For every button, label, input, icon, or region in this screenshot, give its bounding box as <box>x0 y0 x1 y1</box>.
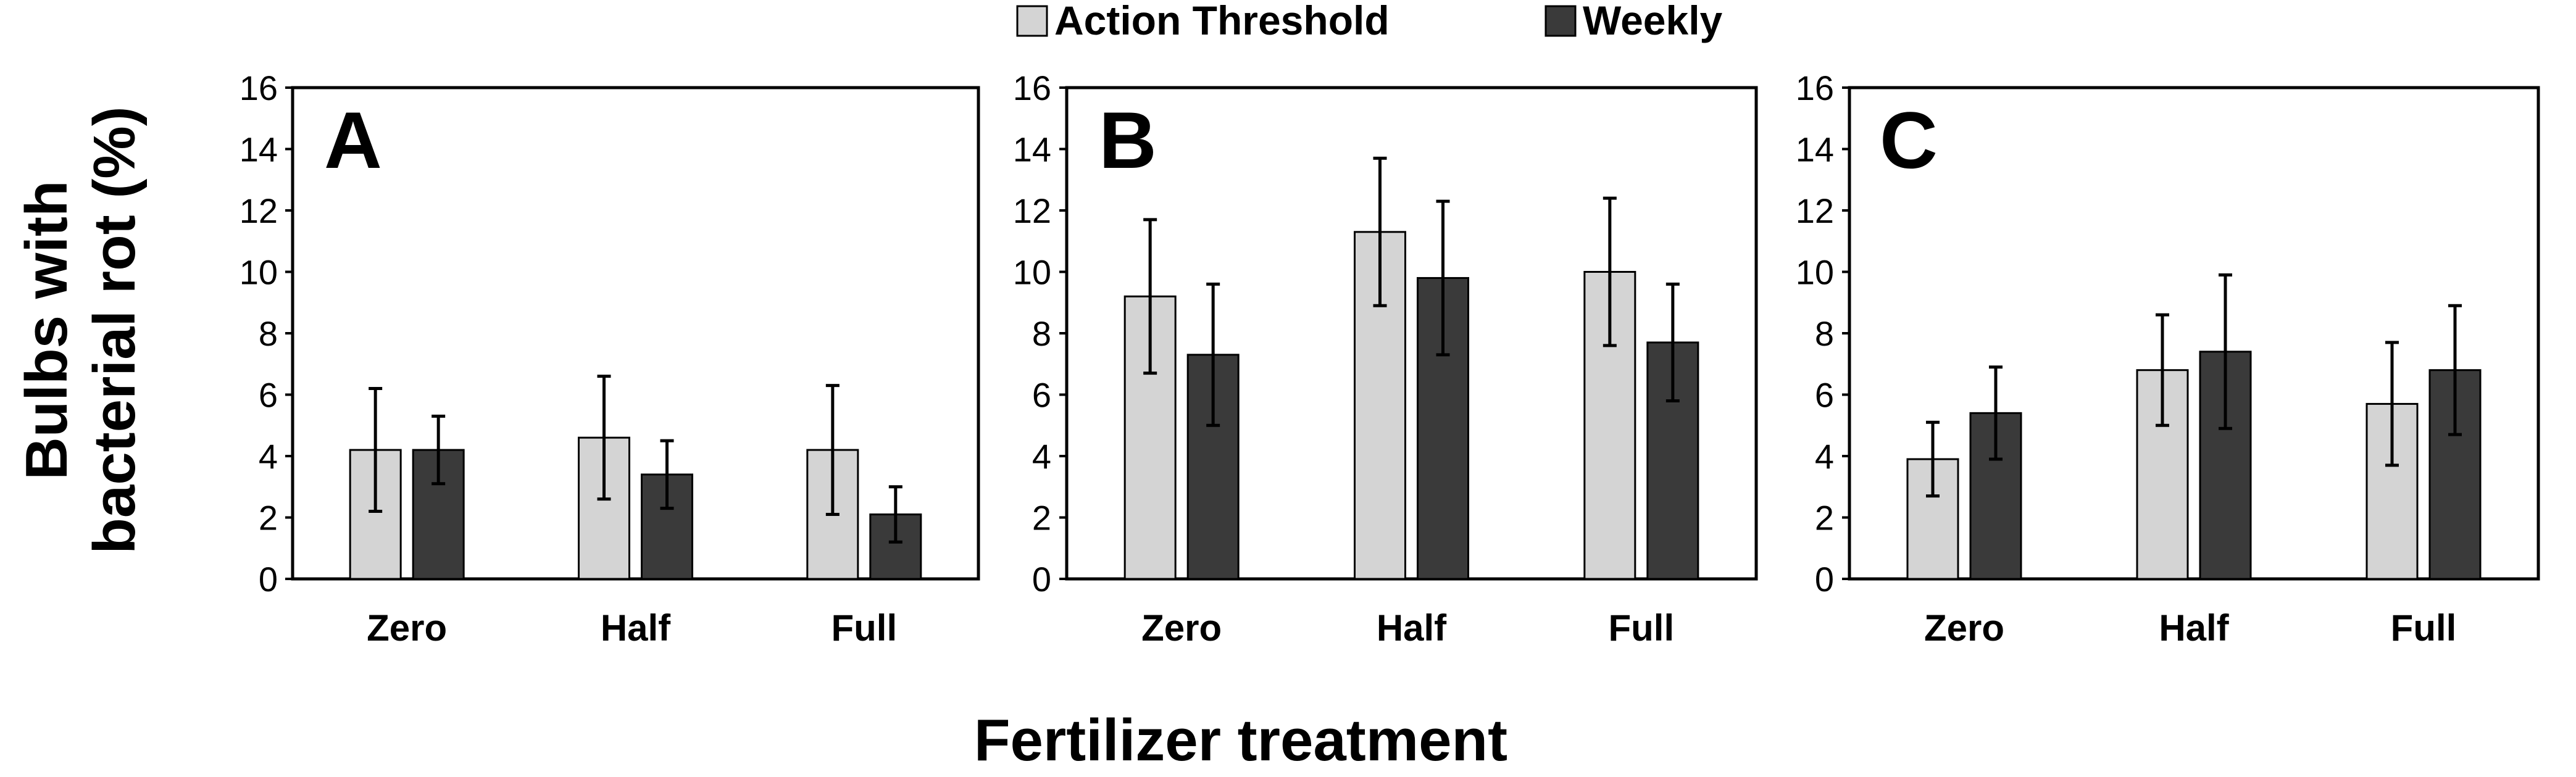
panel-letter: B <box>1099 95 1157 185</box>
y-tick-label: 16 <box>1796 69 1834 107</box>
y-tick-label: 12 <box>1796 191 1834 230</box>
legend-swatch-weekly <box>1544 5 1577 37</box>
x-category-label: Zero <box>367 607 447 649</box>
panel-a: 0 2 4 6 8 10 12 14 16 A Zero Half Full <box>240 69 980 649</box>
y-tick-label: 8 <box>1032 314 1051 353</box>
y-tick-label: 0 <box>1815 560 1834 599</box>
y-tick-label: 4 <box>1032 437 1051 476</box>
x-category-label: Half <box>2159 607 2229 649</box>
panel-letter: C <box>1880 95 1938 185</box>
y-tick-label: 8 <box>1815 314 1834 353</box>
y-tick-label: 12 <box>1013 191 1051 230</box>
x-category-label: Full <box>1609 607 1675 649</box>
y-axis-title: Bulbs with bacterial rot (%) <box>14 106 148 554</box>
y-tick-label: 8 <box>259 314 278 353</box>
panel-letter: A <box>324 95 382 185</box>
x-category-label: Zero <box>1141 607 1222 649</box>
y-tick-label: 14 <box>1796 130 1834 169</box>
x-category-label: Full <box>2391 607 2457 649</box>
y-tick-label: 16 <box>240 69 278 107</box>
legend-label-action-threshold: Action Threshold <box>1054 0 1390 43</box>
y-tick-label: 4 <box>1815 437 1834 476</box>
panels: 0 2 4 6 8 10 12 14 16 A Zero Half Full 0 2 4 6 8 10 12 14 16 B… <box>240 69 2540 649</box>
y-tick-label: 10 <box>1796 253 1834 292</box>
x-category-label: Zero <box>1924 607 2004 649</box>
y-tick-label: 16 <box>1013 69 1051 107</box>
y-tick-label: 6 <box>259 376 278 415</box>
y-tick-label: 0 <box>259 560 278 599</box>
x-category-label: Full <box>832 607 898 649</box>
y-tick-label: 14 <box>240 130 278 169</box>
y-tick-label: 2 <box>1032 499 1051 538</box>
panel-b: 0 2 4 6 8 10 12 14 16 B Zero Half Full <box>1013 69 1758 649</box>
y-axis-title-line-2: bacterial rot (%) <box>81 106 148 554</box>
y-tick-label: 6 <box>1815 376 1834 415</box>
y-tick-label: 14 <box>1013 130 1051 169</box>
x-category-label: Half <box>601 607 671 649</box>
legend-label-weekly: Weekly <box>1583 0 1723 43</box>
x-category-label: Half <box>1377 607 1447 649</box>
x-axis-title: Fertilizer treatment <box>974 707 1507 773</box>
y-tick-label: 0 <box>1032 560 1051 599</box>
panel-c: 0 2 4 6 8 10 12 14 16 C Zero Half Full <box>1796 69 2540 649</box>
y-tick-label: 2 <box>259 499 278 538</box>
y-tick-label: 2 <box>1815 499 1834 538</box>
y-tick-label: 12 <box>240 191 278 230</box>
y-tick-label: 4 <box>259 437 278 476</box>
y-tick-label: 10 <box>1013 253 1051 292</box>
y-tick-label: 6 <box>1032 376 1051 415</box>
y-axis-title-line-1: Bulbs with <box>14 180 80 480</box>
legend-swatch-action-threshold <box>1016 5 1048 37</box>
y-tick-label: 10 <box>240 253 278 292</box>
legend: Action Threshold Weekly <box>1016 0 1723 43</box>
